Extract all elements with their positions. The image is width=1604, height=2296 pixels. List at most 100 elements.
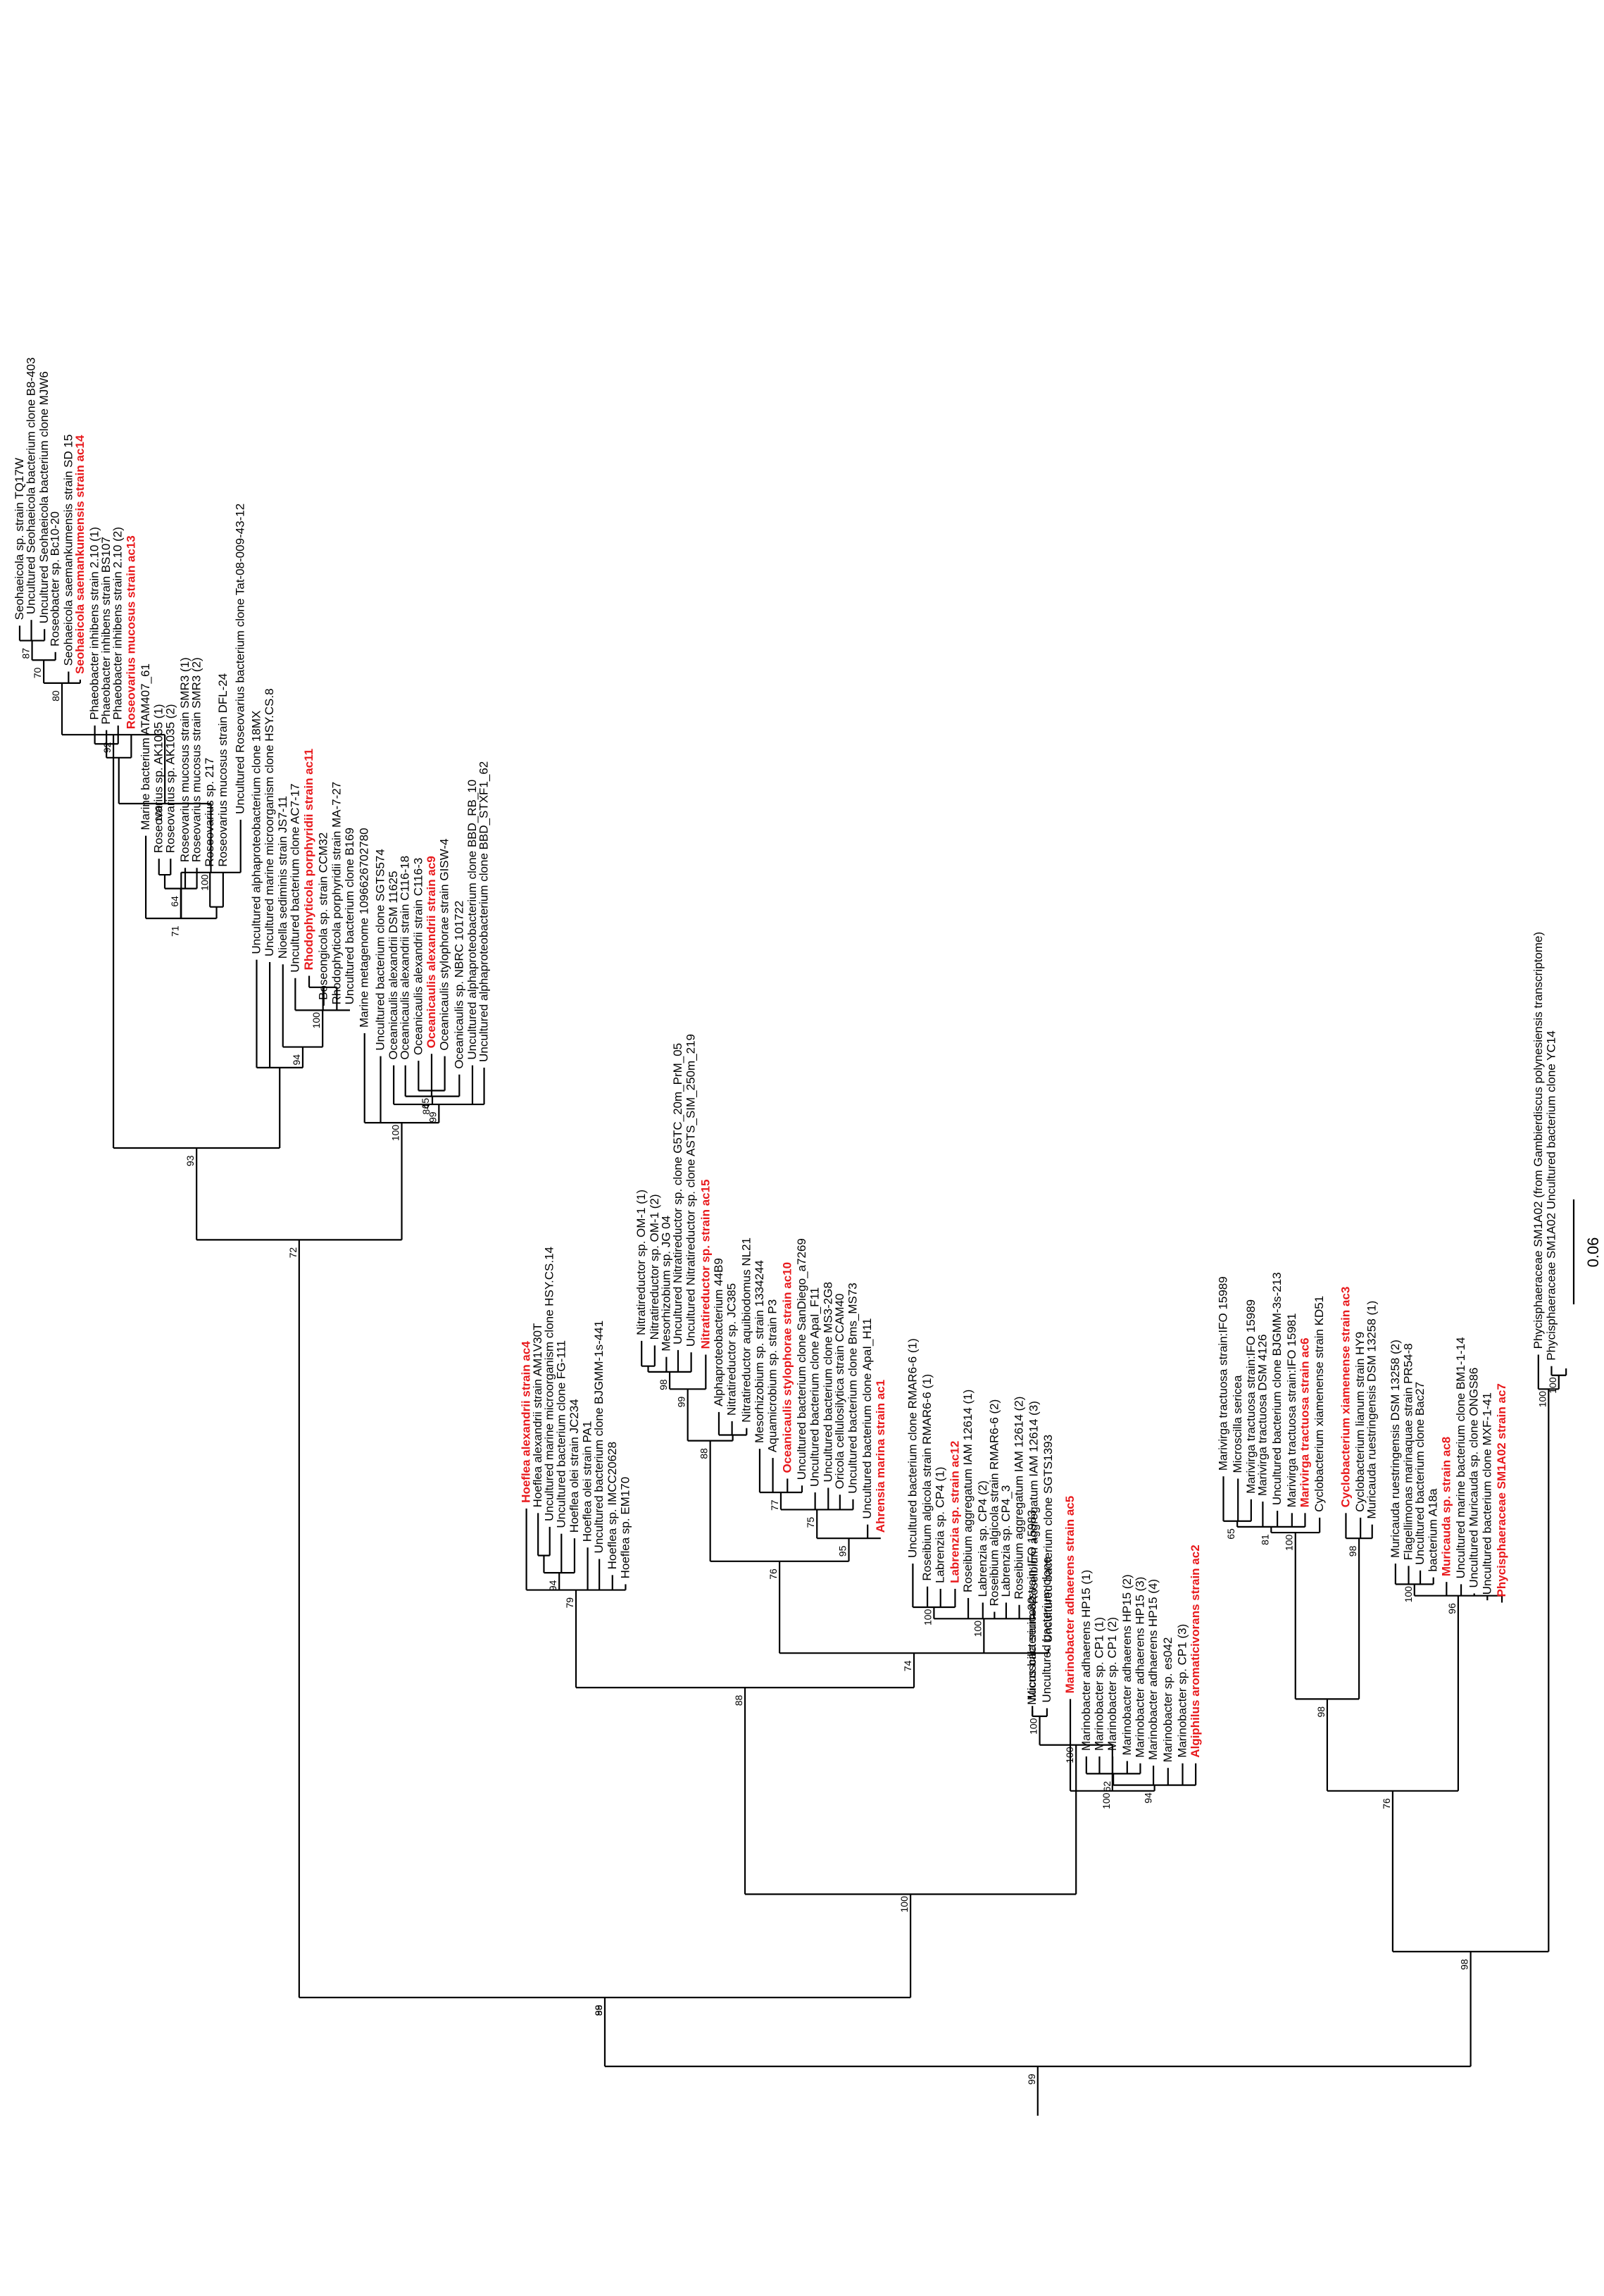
leaf-label: Mucus bacterium 82 (1025, 1597, 1039, 1705)
leaf-label: Uncultured bacterium clone MXF-1-41 (1480, 1392, 1493, 1595)
leaf-label: Microscilla sericea (1231, 1375, 1244, 1473)
leaf-label: Roseibium aggregatum IAM 12614 (2) (1013, 1397, 1026, 1599)
leaf-label: Flagellimonas marinaquae strain PR54-8 (1401, 1343, 1415, 1560)
bootstrap-value: 100 (1101, 1792, 1112, 1809)
leaf-label: Uncultured alphaproteobacterium clone BB… (477, 761, 491, 1062)
leaf-label: Rhodophyticola porphyridii strain ac11 (302, 749, 315, 971)
leaf-label: Oceanicaulis alexandrii strain C116-18 (399, 856, 412, 1060)
leaf-label: Uncultured Seohaeicola bacterium clone B… (25, 357, 38, 614)
leaf-label: Roseibium aggregatum IAM 12614 (1) (961, 1390, 975, 1592)
bootstrap-value: 79 (564, 1597, 575, 1609)
leaf-label: Muricauda ruestringensis DSM 13258 (2) (1389, 1340, 1402, 1558)
bootstrap-value: 100 (1547, 1377, 1558, 1394)
leaf-label: Marinobacter adhaerens HP15 (2) (1120, 1574, 1134, 1755)
bootstrap-value: 100 (1284, 1534, 1295, 1551)
leaf-label: Labrenzia sp. CP4_3 (999, 1485, 1013, 1597)
leaf-label: Uncultured Muricauda sp. clone ONGS86 (1467, 1368, 1481, 1588)
leaf-label: Nioella sediminis strain JS7-11 (276, 796, 289, 959)
leaf-label: Marine bacterium ATAM407_61 (139, 663, 152, 830)
leaf-label: Seohaeicola saemankumensis strain SD 15 (61, 435, 75, 666)
leaf-label: Muricauda sp. strain ac8 (1439, 1437, 1453, 1576)
leaf-label: Hoeflea sp. EM170 (618, 1477, 632, 1579)
leaf-label: Nitratireductor sp. JC385 (725, 1283, 739, 1416)
leaf-label: Uncultured bacterium clone ApaI_F11 (808, 1287, 822, 1487)
bootstrap-value: 87 (20, 648, 32, 659)
leaf-label: Hoeflea alexandrii strain AM1V30T (531, 1323, 544, 1508)
bootstrap-value: 95 (837, 1545, 848, 1556)
leaf-label: Marinobacter adhaerens HP15 (3) (1133, 1577, 1146, 1758)
leaf-label: Oceanicaulis stylophorae strain ac10 (780, 1262, 794, 1473)
leaf-label: Phaeobacter inhibens strain 2.10 (1) (88, 527, 101, 720)
bootstrap-value: 64 (169, 896, 180, 907)
leaf-label: Boseongicola sp. strain CCM32 (317, 832, 330, 1000)
leaf-label: Alphaproteobacterium 44B9 (712, 1258, 725, 1406)
bootstrap-value: 100 (922, 1609, 933, 1626)
leaf-label: Uncultured bacterium clone Bac27 (1413, 1382, 1427, 1565)
bootstrap-value: 88 (698, 1448, 710, 1459)
bootstrap-value: 100 (1403, 1586, 1414, 1603)
bootstrap-value: 65 (420, 1098, 431, 1109)
bootstrap-value: 100 (199, 874, 211, 891)
leaf-label: Marinobacter sp. CP1 (2) (1105, 1617, 1119, 1751)
bootstrap-value: 99 (676, 1397, 687, 1408)
leaf-label: Nitratireductor sp. OM-1 (1) (634, 1190, 648, 1335)
leaf-label: Nitratireductor sp. OM-1 (2) (648, 1194, 661, 1340)
leaf-label: Uncultured bacterium clone (1040, 1556, 1053, 1702)
leaf-label: Marivirga tractuosa DSM 4126 (1255, 1334, 1269, 1496)
leaf-label: Rhodophyticola porphyridii strain MA-7-2… (330, 782, 343, 1005)
scale-bar: 0.06 (1572, 1199, 1602, 1304)
leaf-label: Hoeflea olei strain PA1 (581, 1421, 594, 1542)
bootstrap-value: 94 (1143, 1792, 1154, 1804)
leaf-label: Phycisphaeraceae SM1A02 strain ac7 (1495, 1383, 1508, 1597)
leaf-label: Uncultured bacterium clone Bms_MS73 (846, 1283, 859, 1494)
bootstrap-value: 71 (169, 925, 180, 937)
leaf-label: Phycisphaeraceae SM1A02 Uncultured bacte… (1544, 1030, 1558, 1360)
bootstrap-value: 98 (1347, 1545, 1358, 1556)
leaf-label: Uncultured bacterium clone B169 (343, 828, 356, 1004)
bootstrap-value: 93 (184, 1155, 196, 1166)
leaf-label: Roseovarius mucosus strain ac13 (124, 535, 137, 729)
leaf-label: Mesorhizobium sp. JG 04 (659, 1216, 672, 1352)
leaf-label: Cyclobacterium xiamenense strain ac3 (1339, 1287, 1352, 1508)
leaf-label: Roseobacter sp. Bc10-20 (49, 511, 62, 647)
leaf-label: Uncultured alphaproteobacterium clone 18… (249, 711, 263, 954)
leaf-label: Oceanicaulis sp. NBRC 101722 (452, 901, 465, 1069)
leaf-label: Roseovarius mucosus strain DFL-24 (216, 673, 230, 867)
leaf-label: Marinobacter adhaerens HP15 (1) (1079, 1570, 1093, 1751)
leaf-label: Phaeobacter inhibens strain 2.10 (2) (111, 527, 125, 720)
bootstrap-value: 99 (1026, 2073, 1037, 2085)
bootstrap-value: 77 (769, 1499, 780, 1511)
leaf-label: Uncultured bacterium clone BJGMM-1s-441 (592, 1321, 606, 1554)
bootstrap-value: 88 (733, 1695, 744, 1706)
leaf-label: Oceanicaulis alexandrii strain C116-3 (411, 858, 425, 1055)
leaf-label: Uncultured bacterium clone SGTS1393 (1041, 1435, 1055, 1643)
leaf-label: Marivirga tractuosa strain:IFO 15989 (1216, 1276, 1229, 1471)
leaf-label: Roseibium algicola strain RMAR6-6 (2) (987, 1399, 1001, 1606)
bootstrap-value: 100 (1028, 1718, 1039, 1735)
bootstrap-value: 65 (1225, 1528, 1236, 1540)
leaf-label: Hoeflea olei strain JC234 (568, 1399, 581, 1533)
bootstrap-value: 100 (390, 1125, 401, 1142)
leaf-label: Uncultured bacterium clone AC7-17 (288, 783, 301, 972)
leaf-label: Oceanicaulis alexandrii strain ac9 (425, 856, 438, 1048)
bootstrap-value: 88 (593, 2004, 604, 2016)
bootstrap-value: 62 (1101, 1781, 1113, 1792)
leaf-label: Uncultured marine bacterium clone BM1-1-… (1454, 1337, 1467, 1578)
leaf-label: Roseovarius sp. AK1035 (1) (152, 704, 165, 854)
bootstrap-value: 92 (101, 742, 113, 753)
leaf-label: Roseovarius sp. AK1035 (2) (163, 704, 177, 854)
bootstrap-value: 98 (1459, 1959, 1470, 1970)
leaf-label: Uncultured bacterium clone BJGMM-3s-213 (1270, 1272, 1284, 1505)
scale-bar-label: 0.06 (1584, 1237, 1602, 1268)
leaf-label: bacterium A18a (1427, 1488, 1440, 1572)
bootstrap-value: 98 (1315, 1707, 1327, 1718)
leaf-label: Roseovarius sp. 217 (203, 758, 216, 867)
leaf-label: Roseibium algicola strain RMAR6-6 (1) (920, 1374, 934, 1581)
bootstrap-value: 100 (1536, 1391, 1548, 1408)
bootstrap-value: 100 (311, 1012, 322, 1029)
bootstrap-value: 81 (1259, 1534, 1270, 1545)
leaf-label: Microscilla sericea strain:IFO 15983 (1025, 1510, 1039, 1700)
leaf-label: Nitratireductor aquibiodomus NL21 (739, 1237, 753, 1423)
leaf-label: Marivirga tractuosa strain:IFO 15989 (1244, 1299, 1258, 1494)
